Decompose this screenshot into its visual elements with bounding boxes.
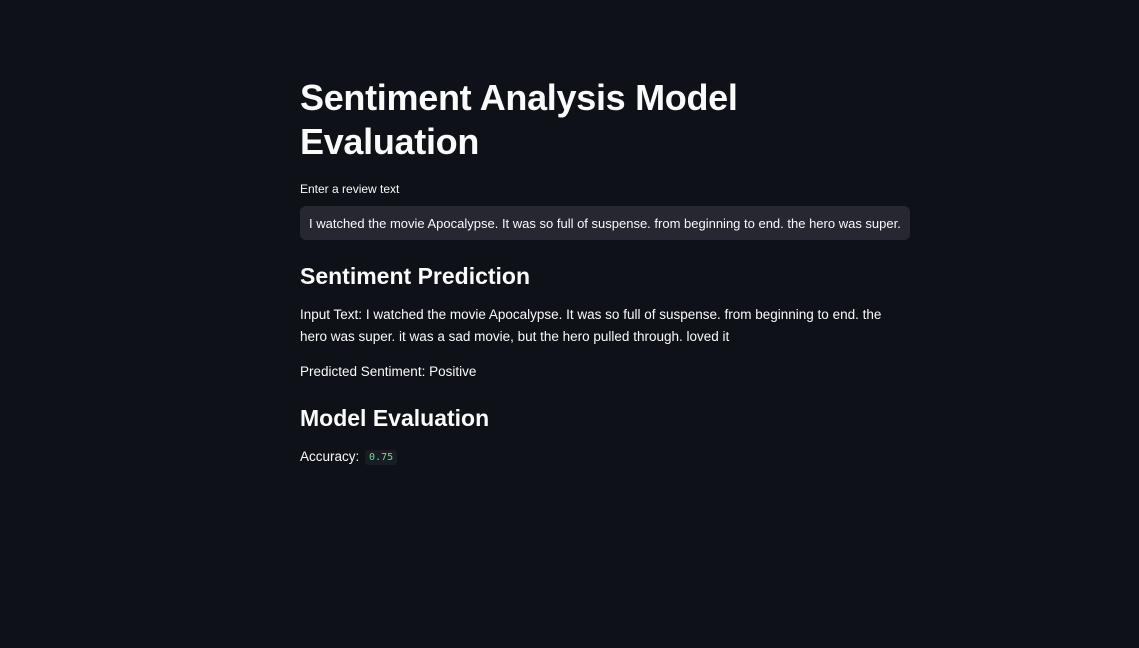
input-text-value: I watched the movie Apocalypse. It was s…: [300, 307, 882, 344]
page-title: Sentiment Analysis Model Evaluation: [300, 77, 738, 162]
input-text-label: Input Text:: [300, 307, 363, 322]
accuracy-label: Accuracy:: [300, 449, 360, 464]
accuracy-paragraph: Accuracy: 0.75: [300, 446, 900, 469]
predicted-sentiment-value: Positive: [429, 364, 477, 379]
predicted-sentiment-label: Predicted Sentiment:: [300, 364, 426, 379]
review-text-input[interactable]: [300, 206, 910, 240]
review-input-label: Enter a review text: [300, 182, 400, 196]
accuracy-value: 0.75: [365, 450, 398, 465]
sentiment-prediction-heading: Sentiment Prediction: [300, 263, 531, 289]
predicted-sentiment-paragraph: Predicted Sentiment: Positive: [300, 361, 900, 383]
model-evaluation-heading: Model Evaluation: [300, 405, 490, 431]
input-text-paragraph: Input Text: I watched the movie Apocalyp…: [300, 304, 900, 348]
